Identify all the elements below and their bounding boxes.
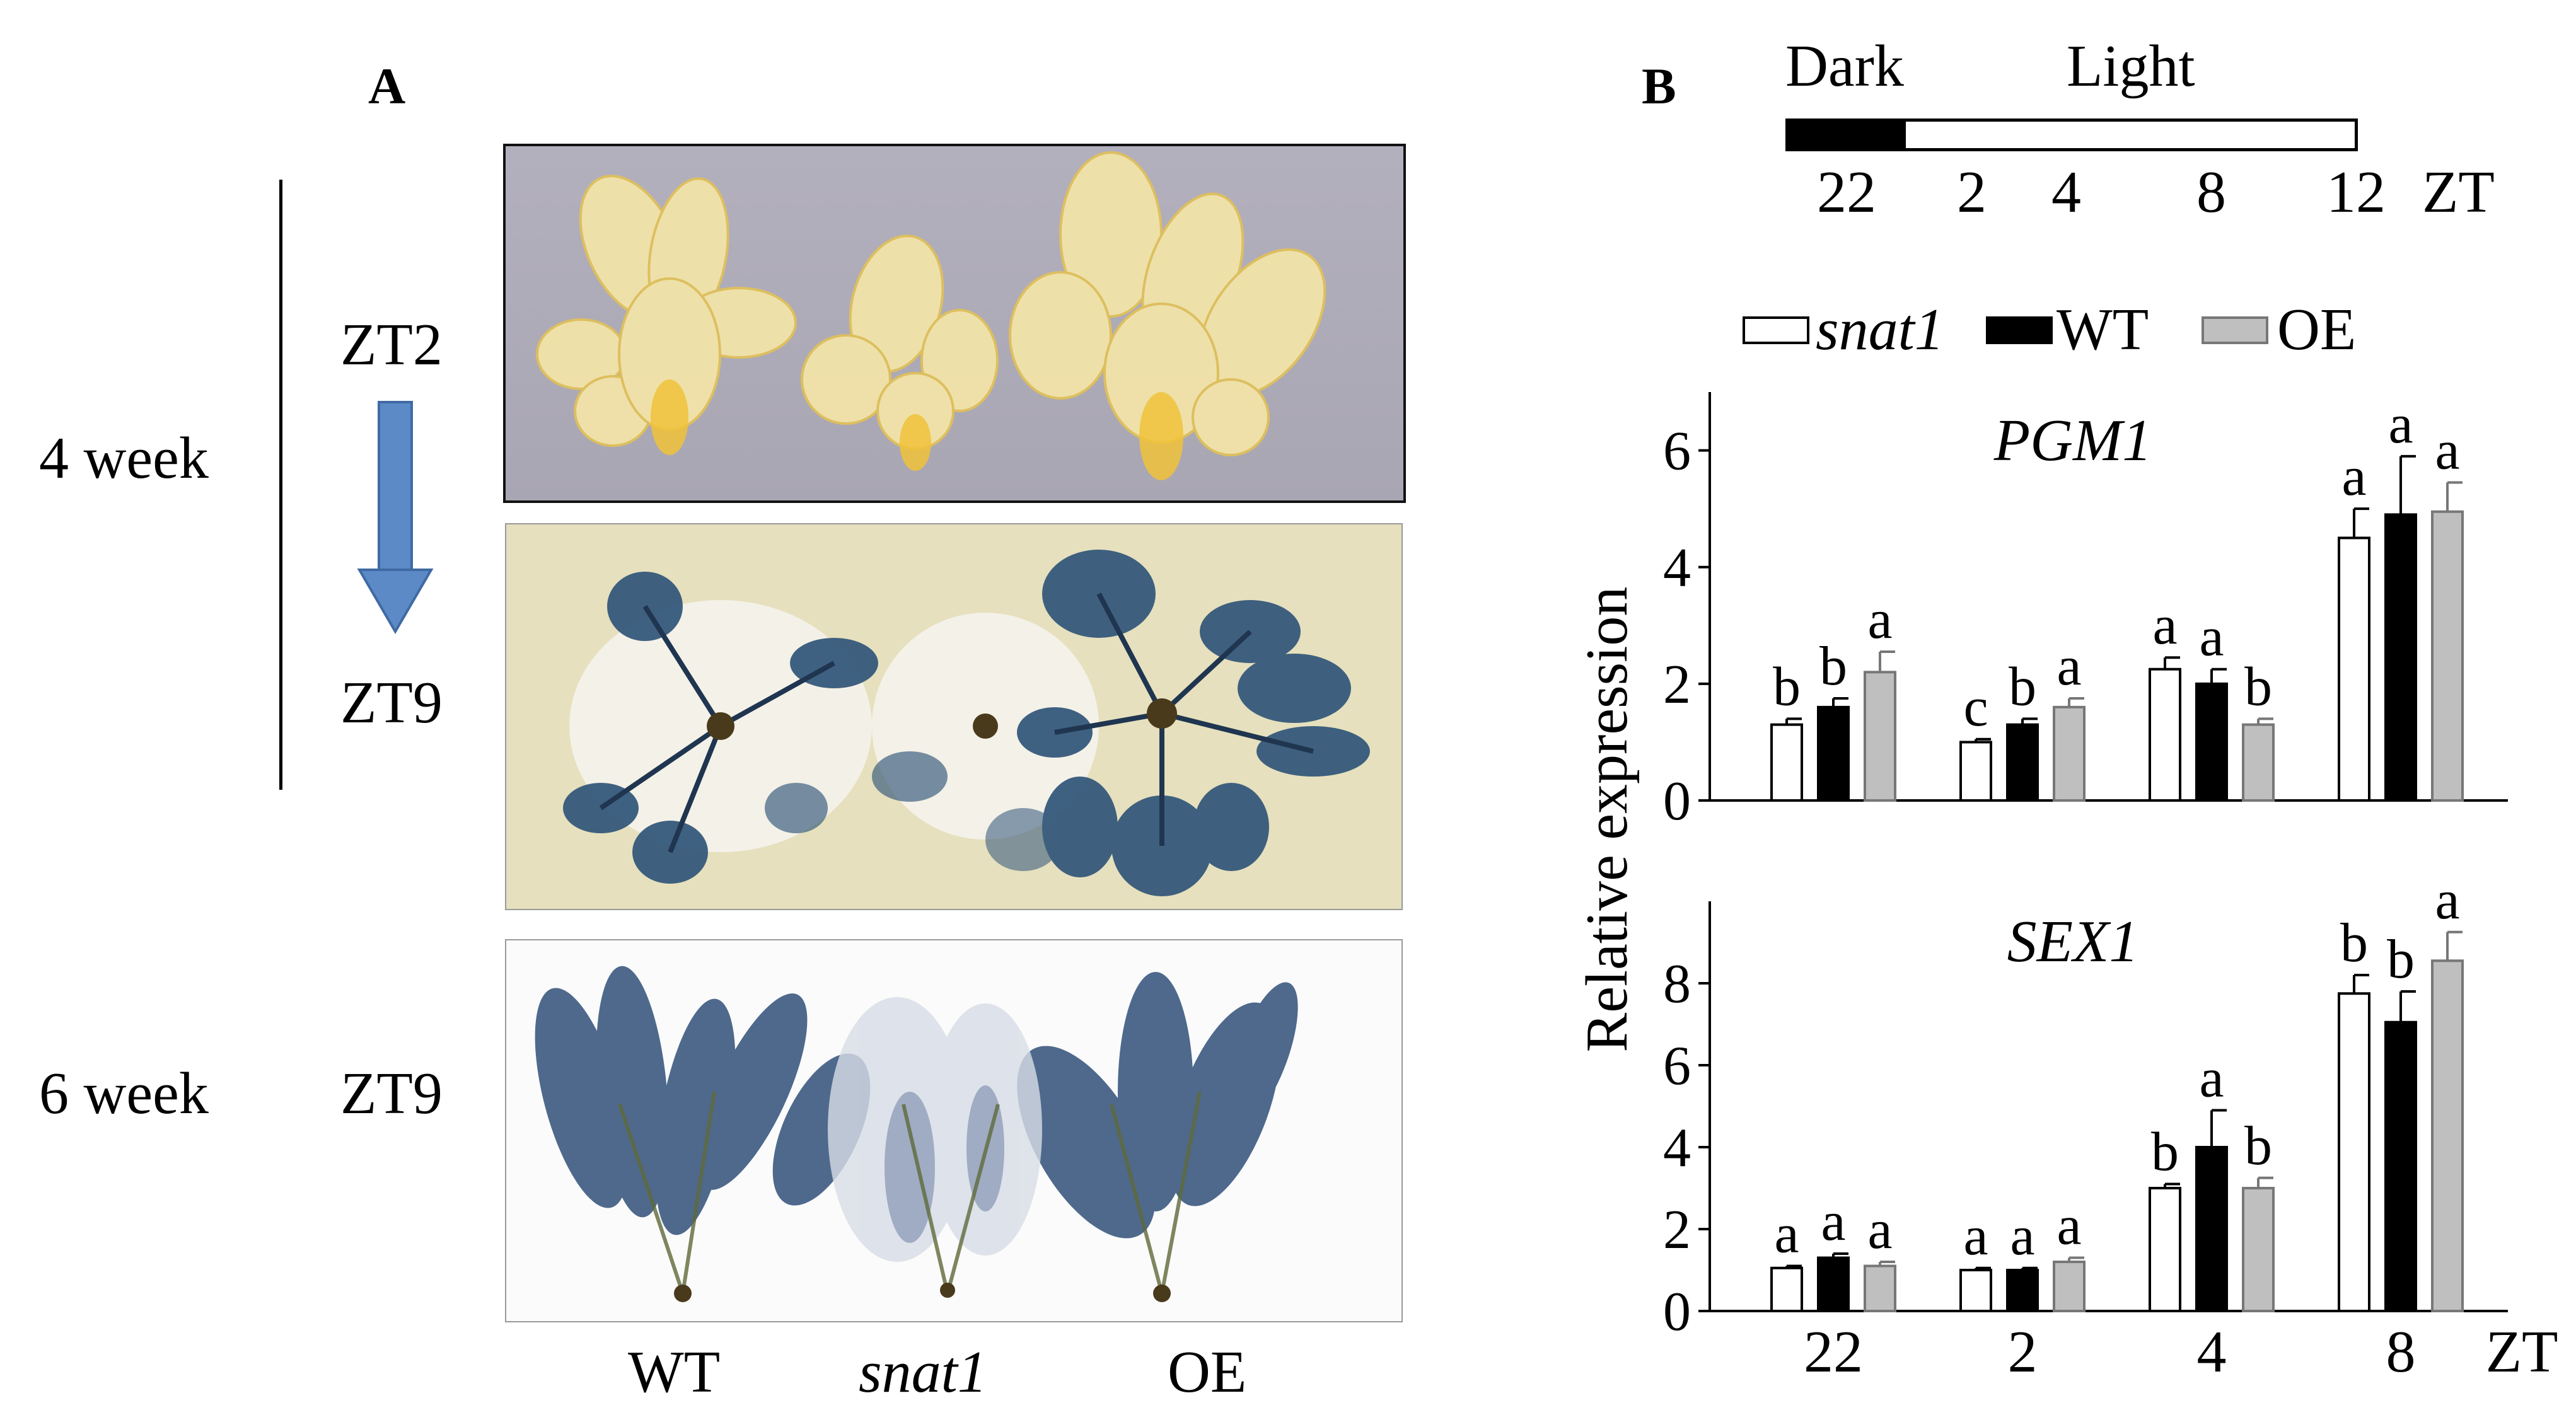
sex1-bar-oe-22: [1864, 1264, 1896, 1312]
pgm1-bar-snat1-8: [2338, 536, 2370, 802]
sex1-significance-letter: a: [1963, 1206, 1988, 1267]
pgm1-significance-letter: a: [2435, 420, 2459, 481]
age-4-week-label: 4 week: [39, 425, 209, 491]
sex1-significance-letter: a: [1867, 1199, 1892, 1261]
sex1-bar-snat1-8: [2338, 992, 2370, 1312]
sex1-significance-letter: a: [2435, 870, 2459, 931]
pgm1-significance-letter: b: [1819, 636, 1847, 697]
sex1-significance-letter: b: [2340, 913, 2368, 974]
pgm1-bar-wt-22: [1817, 705, 1850, 802]
timeline-light-label: Light: [2067, 33, 2195, 99]
sex1-y-tick-label: 4: [1663, 1118, 1691, 1179]
sex1-y-tick-label: 6: [1663, 1036, 1691, 1097]
x-axis-unit: ZT: [2486, 1319, 2558, 1385]
sex1-bar-oe-8: [2431, 959, 2464, 1312]
x-tick-label-4: 4: [2197, 1319, 2227, 1385]
pgm1-bar-snat1-4: [2149, 667, 2181, 802]
genotype-label-snat1: snat1: [859, 1339, 987, 1405]
genotype-label-wt: WT: [628, 1339, 721, 1405]
legend-label-wt: WT: [2057, 297, 2149, 362]
sex1-bar-wt-4: [2195, 1146, 2228, 1312]
zt-6week-label: ZT9: [340, 1061, 443, 1126]
photo-4week-zt2: [503, 144, 1406, 503]
age-6-week-label: 6 week: [39, 1061, 209, 1126]
x-tick-label-8: 8: [2386, 1319, 2416, 1385]
legend-label-snat1: snat1: [1816, 297, 1944, 362]
sex1-bar-oe-2: [2053, 1261, 2086, 1312]
sex1-significance-letter: b: [2151, 1122, 2179, 1183]
x-tick-label-22: 22: [1804, 1319, 1863, 1385]
pgm1-significance-letter: a: [2057, 636, 2081, 697]
sex1-bar-snat1-2: [1959, 1269, 1992, 1312]
sex1-title: SEX1: [2007, 909, 2139, 974]
pgm1-significance-letter: a: [2152, 595, 2177, 656]
genotype-label-oe: OE: [1168, 1339, 1247, 1405]
pgm1-significance-letter: b: [2009, 656, 2036, 717]
sex1-bar-snat1-4: [2149, 1187, 2181, 1312]
timeline-dark-label: Dark: [1785, 33, 1904, 99]
time-bracket-line: [279, 180, 282, 790]
sex1-significance-letter: a: [2057, 1196, 2081, 1257]
sex1-significance-letter: b: [2387, 929, 2415, 990]
pgm1-significance-letter: a: [2199, 607, 2224, 668]
legend-swatch-oe: [2202, 316, 2268, 344]
pgm1-bar-snat1-22: [1770, 723, 1803, 802]
pgm1-bar-oe-4: [2242, 723, 2275, 802]
pgm1-y-tick-label: 4: [1663, 538, 1691, 599]
pgm1-bar-wt-8: [2384, 513, 2417, 802]
pgm1-significance-letter: b: [1773, 656, 1801, 717]
pgm1-bar-oe-2: [2053, 705, 2086, 802]
pgm1-significance-letter: a: [2388, 394, 2413, 455]
sex1-bar-wt-22: [1817, 1256, 1850, 1312]
sex1-significance-letter: b: [2244, 1116, 2272, 1177]
y-axis-label: Relative expression: [1574, 587, 1640, 1053]
pgm1-y-tick-label: 6: [1663, 421, 1691, 482]
sex1-significance-letter: a: [1774, 1204, 1799, 1265]
timeline-tick-4: 4: [2051, 159, 2081, 225]
pgm1-y-tick-label: 2: [1663, 654, 1691, 715]
sex1-y-tick-label: 0: [1663, 1281, 1691, 1343]
timeline-unit: ZT: [2422, 159, 2495, 225]
sex1-bar-wt-8: [2384, 1020, 2417, 1312]
photo-6week-zt9: [505, 939, 1403, 1322]
pgm1-significance-letter: c: [1963, 677, 1988, 738]
timeline-tick-22: 22: [1817, 159, 1876, 225]
photo-4week-zt9: [505, 523, 1403, 910]
down-arrow-icon: [357, 401, 434, 634]
sex1-bar-wt-2: [2006, 1269, 2039, 1312]
timeline-tick-2: 2: [1957, 159, 1987, 225]
timeline-dark-segment: [1789, 122, 1906, 148]
timeline-tick-8: 8: [2196, 159, 2226, 225]
legend-label-oe: OE: [2277, 297, 2357, 362]
sex1-bar-oe-4: [2242, 1187, 2275, 1312]
pgm1-y-tick-label: 0: [1663, 771, 1691, 832]
panel-b-letter: B: [1642, 57, 1676, 115]
pgm1-bar-oe-8: [2431, 510, 2464, 802]
sex1-significance-letter: a: [2010, 1206, 2034, 1267]
sex1-significance-letter: a: [2199, 1048, 2224, 1109]
pgm1-significance-letter: a: [2341, 446, 2366, 507]
sex1-y-tick-label: 2: [1663, 1199, 1691, 1261]
legend-swatch-snat1: [1743, 316, 1809, 344]
pgm1-bar-wt-2: [2006, 723, 2039, 802]
sex1-bar-snat1-22: [1770, 1266, 1803, 1312]
pgm1-bar-oe-22: [1864, 671, 1896, 802]
zt-end-label: ZT9: [340, 670, 443, 736]
sex1-y-tick-label: 8: [1663, 954, 1691, 1015]
zt-start-label: ZT2: [340, 312, 443, 378]
pgm1-significance-letter: b: [2244, 656, 2272, 717]
x-tick-label-2: 2: [2008, 1319, 2038, 1385]
timeline-bar: [1785, 118, 2358, 151]
pgm1-bar-wt-4: [2195, 682, 2228, 802]
pgm1-significance-letter: a: [1867, 589, 1892, 650]
panel-a-letter: A: [368, 57, 406, 115]
pgm1-bar-snat1-2: [1959, 741, 1992, 802]
pgm1-title: PGM1: [1993, 408, 2152, 473]
legend-swatch-wt: [1986, 316, 2053, 344]
timeline-tick-12: 12: [2326, 159, 2386, 225]
sex1-significance-letter: a: [1821, 1191, 1845, 1252]
